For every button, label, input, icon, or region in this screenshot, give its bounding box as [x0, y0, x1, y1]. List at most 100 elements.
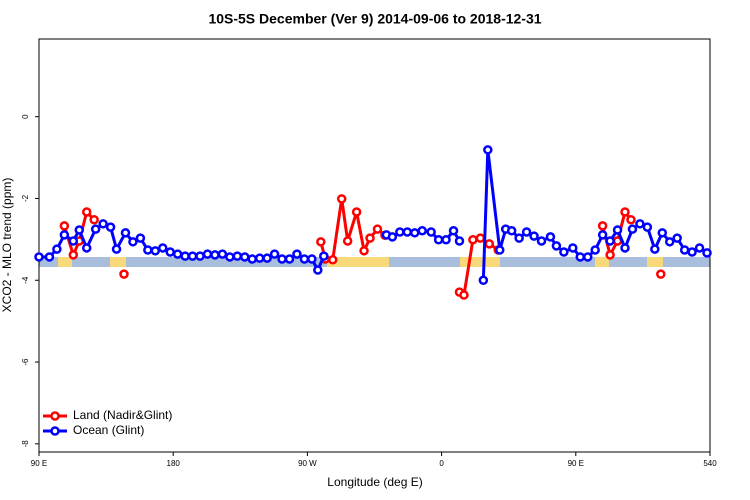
data-point	[307, 254, 317, 264]
data-point	[568, 243, 578, 253]
data-point	[68, 250, 79, 260]
data-point	[365, 233, 375, 243]
data-point	[484, 239, 495, 249]
data-point	[483, 145, 493, 155]
x-tick-label: 90 E	[31, 459, 47, 468]
data-point	[679, 245, 690, 255]
data-point	[545, 232, 556, 242]
land-patch	[647, 257, 663, 267]
data-point	[319, 251, 329, 261]
data-point	[150, 246, 161, 256]
x-tick-label: 180	[167, 459, 181, 468]
data-point	[575, 252, 586, 262]
data-point	[81, 243, 92, 253]
data-point	[128, 237, 138, 247]
data-point	[90, 224, 101, 234]
map-strip	[39, 257, 710, 267]
data-point	[68, 236, 79, 246]
data-point	[672, 233, 682, 243]
data-point	[627, 224, 638, 234]
data-point	[81, 207, 92, 217]
land-patch	[58, 257, 72, 267]
data-point	[327, 255, 338, 265]
data-point	[417, 226, 427, 236]
data-point	[642, 222, 653, 232]
data-point	[202, 249, 213, 259]
data-point	[650, 244, 660, 254]
data-point	[433, 235, 444, 245]
y-axis-label: XCO2 - MLO trend (ppm)	[0, 178, 14, 313]
data-point	[597, 230, 608, 240]
data-point	[620, 243, 630, 253]
data-point	[52, 244, 62, 254]
data-point	[336, 194, 347, 204]
data-point	[119, 269, 129, 279]
legend-marker	[50, 426, 60, 436]
data-point	[410, 228, 420, 238]
land-patch	[595, 257, 609, 267]
data-point	[441, 235, 451, 245]
data-point	[626, 214, 636, 225]
data-point	[395, 227, 405, 237]
data-point	[313, 265, 323, 275]
x-tick-label: 540	[703, 459, 717, 468]
data-point	[495, 245, 505, 255]
data-point	[210, 250, 220, 260]
data-point	[605, 250, 615, 260]
data-point	[605, 236, 615, 246]
data-point	[468, 235, 478, 245]
data-point	[292, 249, 302, 259]
data-point	[135, 233, 146, 243]
data-point	[702, 248, 712, 258]
data-point	[620, 207, 630, 217]
data-point	[454, 236, 465, 246]
data-point	[172, 249, 183, 259]
y-tick-label: -8	[21, 440, 30, 448]
data-point	[582, 252, 593, 262]
land-patch	[110, 257, 126, 267]
data-point	[657, 228, 668, 238]
data-point	[143, 245, 153, 255]
y-tick-label: -2	[21, 194, 30, 202]
data-point	[44, 252, 55, 262]
data-point	[195, 251, 205, 261]
y-tick-label: -6	[21, 358, 30, 366]
x-tick-label: 0	[439, 459, 444, 468]
data-point	[478, 275, 489, 286]
data-point	[475, 233, 486, 243]
data-point	[240, 252, 250, 262]
legend-label: Land (Nadir&Glint)	[73, 408, 172, 422]
land-patch	[327, 257, 389, 267]
data-point	[59, 230, 70, 240]
data-point	[351, 207, 362, 217]
data-point	[284, 254, 295, 264]
data-point	[506, 226, 517, 236]
data-point	[521, 227, 532, 237]
plot-frame	[38, 38, 711, 453]
data-point	[459, 290, 469, 300]
data-point	[635, 219, 645, 229]
data-point	[217, 249, 228, 259]
land-patch	[460, 257, 500, 267]
data-point	[536, 236, 547, 246]
data-point	[105, 222, 116, 232]
legend-label: Ocean (Glint)	[73, 423, 144, 437]
data-point	[299, 254, 310, 264]
data-point	[426, 227, 436, 237]
data-point	[74, 225, 85, 235]
data-point	[612, 225, 623, 235]
data-point	[180, 251, 190, 261]
data-point	[59, 221, 70, 231]
data-point	[158, 243, 168, 253]
data-point	[559, 247, 569, 257]
data-point	[34, 252, 44, 262]
x-tick-label: 90 E	[568, 459, 584, 468]
data-point	[402, 227, 413, 237]
data-point	[590, 245, 600, 255]
data-point	[269, 249, 280, 259]
data-point	[359, 246, 369, 256]
data-point	[277, 254, 287, 264]
data-point	[597, 221, 608, 231]
data-point	[316, 237, 326, 247]
